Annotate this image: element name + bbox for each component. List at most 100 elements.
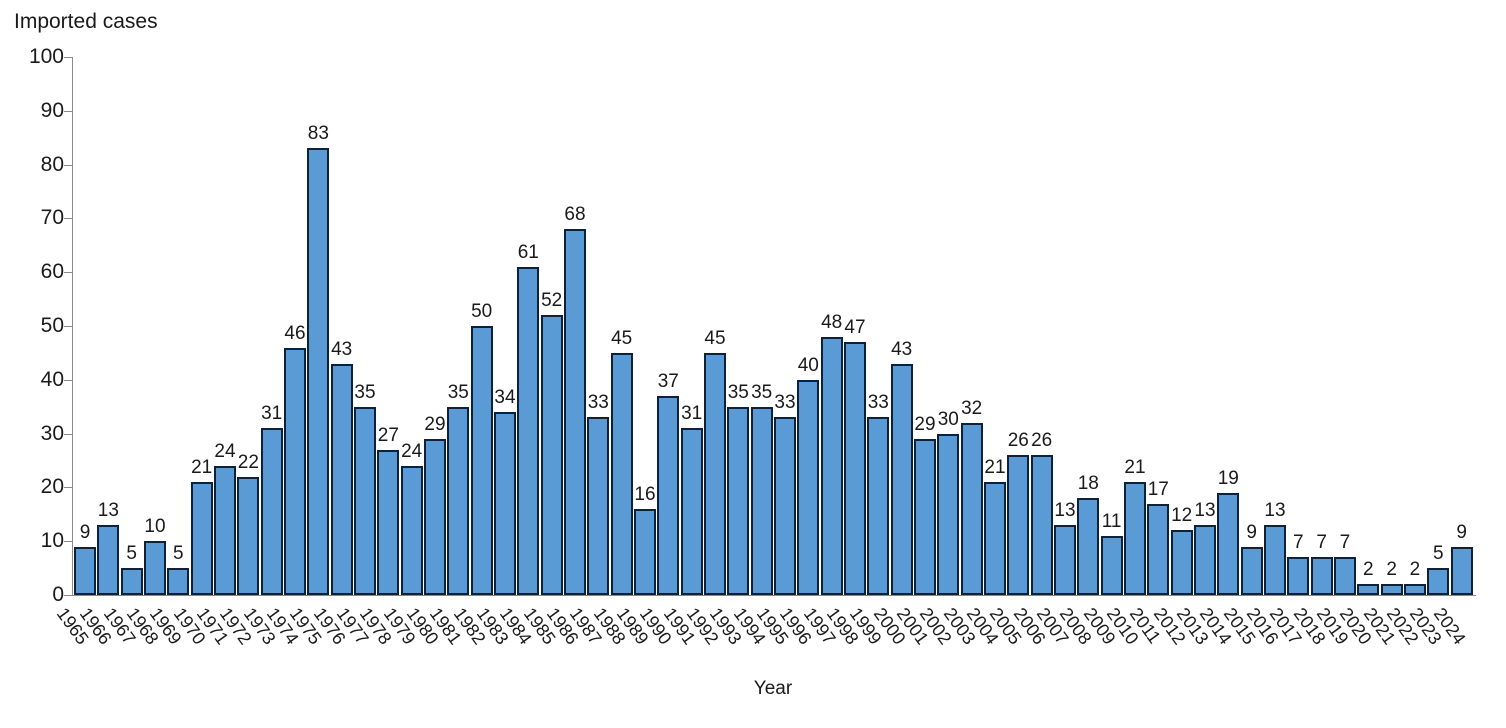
bar (820, 336, 843, 595)
bar-value-label: 22 (237, 451, 259, 473)
bar (1240, 546, 1263, 595)
y-axis-line (72, 57, 73, 595)
bar (283, 347, 306, 595)
bar-value-label: 21 (1124, 457, 1146, 479)
y-tick-mark (64, 326, 72, 327)
bar (703, 352, 726, 595)
bar-value-label: 35 (447, 381, 469, 403)
bar (74, 546, 96, 595)
bar (307, 148, 330, 595)
bar-value-label: 26 (1007, 430, 1029, 452)
bar (540, 315, 563, 595)
bar-value-label: 31 (261, 403, 283, 425)
bar (1287, 557, 1310, 595)
bar (1147, 503, 1170, 595)
bar (493, 412, 516, 595)
bar (143, 541, 166, 595)
bar (890, 363, 913, 595)
bar-value-label: 2 (1409, 559, 1421, 581)
y-tick-mark (64, 487, 72, 489)
bar-value-label: 2 (1363, 559, 1374, 581)
y-tick-mark (64, 379, 72, 381)
bar-value-label: 12 (1171, 505, 1193, 527)
y-tick-mark (64, 272, 72, 274)
bar (1077, 498, 1100, 595)
bar (797, 379, 820, 595)
y-tick-label: 70 (40, 206, 64, 230)
bar-value-label: 26 (1031, 430, 1053, 452)
bar (190, 482, 213, 595)
bar (353, 406, 376, 595)
bar (913, 438, 936, 595)
y-tick-label: 100 (28, 45, 64, 68)
bar (447, 406, 470, 595)
bar (610, 352, 633, 595)
bar (587, 417, 610, 595)
bar (1333, 557, 1356, 595)
bar (400, 465, 423, 595)
bar (97, 525, 120, 595)
bar (377, 449, 400, 595)
bar-value-label: 13 (1054, 500, 1076, 522)
bar-value-label: 47 (844, 317, 866, 339)
bar-value-label: 24 (401, 440, 423, 462)
bar (1007, 455, 1030, 595)
bar (1427, 568, 1450, 595)
bar-value-label: 35 (354, 381, 376, 403)
bar (120, 568, 143, 595)
bar-value-label: 21 (191, 457, 213, 479)
bar-value-label: 45 (611, 327, 633, 349)
bar-value-label: 9 (1456, 521, 1467, 543)
chart-title: Imported cases (14, 10, 158, 33)
bar (750, 406, 773, 595)
bar-value-label: 45 (704, 327, 726, 349)
bar-value-label: 52 (541, 290, 563, 312)
bar-value-label: 7 (1339, 532, 1351, 554)
bar-value-label: 48 (821, 311, 843, 333)
bar (633, 508, 656, 595)
bar (1357, 584, 1380, 595)
bar (1030, 455, 1053, 595)
bar (1193, 525, 1216, 595)
y-tick-mark (64, 541, 72, 543)
y-tick-label: 40 (40, 367, 64, 391)
bar-value-label: 33 (774, 392, 796, 414)
bar (1053, 525, 1076, 595)
bar-value-label: 29 (914, 413, 936, 435)
y-tick-label: 60 (40, 260, 64, 284)
bar (167, 568, 190, 595)
bar (1123, 482, 1146, 595)
bar (470, 326, 493, 595)
bar-value-label: 43 (891, 338, 913, 360)
bar-value-label: 35 (751, 381, 773, 403)
bar-value-label: 50 (471, 301, 493, 322)
bar-value-label: 5 (173, 543, 184, 565)
bar (937, 433, 960, 595)
bar-value-label: 33 (867, 392, 889, 414)
y-tick-label: 10 (40, 529, 64, 553)
bar (1100, 535, 1123, 595)
bar-value-label: 13 (1194, 500, 1216, 522)
bar-value-label: 30 (937, 408, 959, 430)
bar-value-label: 9 (79, 521, 91, 543)
y-tick-mark (64, 218, 72, 220)
bar (517, 266, 540, 595)
bar-value-label: 5 (1433, 543, 1444, 565)
y-tick-label: 20 (40, 475, 64, 499)
bar-value-label: 7 (1316, 532, 1327, 554)
bar-value-label: 13 (1264, 500, 1286, 522)
bar (867, 417, 890, 595)
bar (1403, 584, 1426, 595)
bar (213, 465, 236, 595)
bar-value-label: 24 (214, 440, 236, 462)
y-tick-mark (64, 164, 72, 166)
bar-value-label: 32 (961, 397, 983, 419)
bar (680, 428, 703, 595)
bar-value-label: 9 (1246, 521, 1257, 543)
y-tick-label: 90 (40, 98, 64, 122)
bar (727, 406, 750, 595)
bar-value-label: 2 (1386, 559, 1397, 581)
y-tick-mark (64, 433, 72, 435)
y-tick-mark (64, 110, 72, 112)
